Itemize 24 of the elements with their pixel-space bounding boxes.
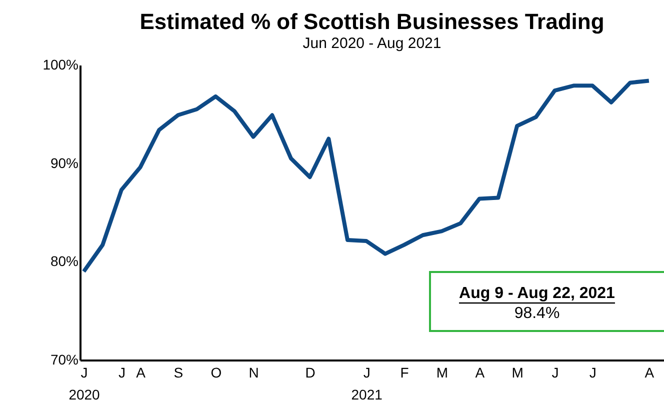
x-tick-label: M xyxy=(436,364,448,380)
x-tick-label: A xyxy=(136,364,146,380)
y-tick-label: 90% xyxy=(50,154,78,171)
x-tick-label: J 2021 xyxy=(351,364,383,402)
x-tick-label: D xyxy=(305,364,316,380)
line-series xyxy=(82,78,651,274)
x-tick-label: J xyxy=(118,364,126,380)
x-tick-label: S xyxy=(174,364,184,380)
x-tick-label: F xyxy=(400,364,409,380)
x-tick-label: A xyxy=(644,364,655,380)
x-tick-label: M xyxy=(512,364,524,380)
x-tick-label: A xyxy=(475,364,486,380)
annotation: Aug 9 - Aug 22, 2021 xyxy=(459,285,616,302)
chart-subtitle: Jun 2020 - Aug 2021 xyxy=(302,35,442,52)
y-tick-label: 100% xyxy=(42,56,78,72)
y-tick-label: 80% xyxy=(50,253,78,270)
chart-title: Estimated % of Scottish Businesses Trading xyxy=(140,9,604,34)
x-tick-label: J xyxy=(552,364,559,380)
x-tick-label: J 2020 xyxy=(68,364,100,402)
x-tick-label: O xyxy=(210,364,222,380)
x-tick-label: N xyxy=(248,364,259,380)
x-tick-label: J xyxy=(589,364,596,380)
annotation: 98.4% xyxy=(514,305,560,322)
y-tick-label: 70% xyxy=(50,352,78,368)
